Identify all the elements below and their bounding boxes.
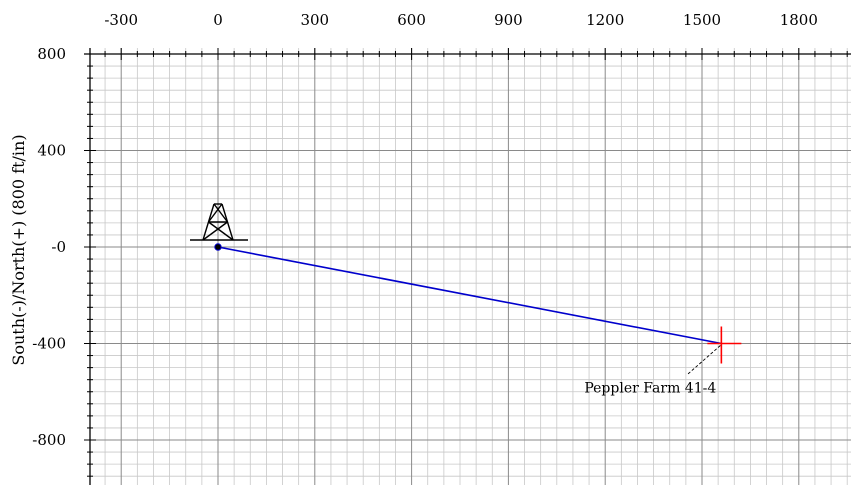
x-tick-label: 300 bbox=[300, 11, 329, 29]
surface-location-dot bbox=[214, 243, 222, 251]
target-label: Peppler Farm 41-4 bbox=[584, 381, 716, 397]
axes bbox=[84, 48, 851, 485]
x-tick-label: 0 bbox=[213, 11, 223, 29]
x-tick-label: -300 bbox=[104, 11, 138, 29]
y-tick-labels: 800 400 -0 -400 -800 bbox=[32, 45, 66, 449]
y-tick-label: 400 bbox=[37, 142, 66, 160]
x-tick-label: 1200 bbox=[586, 11, 624, 29]
major-grid bbox=[90, 48, 851, 485]
x-tick-label: 900 bbox=[494, 11, 523, 29]
drilling-rig-icon bbox=[190, 203, 248, 241]
y-axis-title: South(-)/North(+) (800 ft/in) bbox=[9, 134, 28, 365]
x-tick-label: 1500 bbox=[683, 11, 721, 29]
annotation-leader-line bbox=[687, 345, 721, 375]
well-markers bbox=[190, 203, 742, 364]
x-tick-label: 600 bbox=[397, 11, 426, 29]
y-tick-label: 800 bbox=[37, 45, 66, 63]
y-tick-label: -0 bbox=[51, 238, 66, 256]
y-tick-label: -800 bbox=[32, 431, 66, 449]
minor-grid bbox=[90, 48, 851, 485]
y-tick-label: -400 bbox=[32, 335, 66, 353]
tick-marks bbox=[84, 48, 848, 477]
wellbore-path bbox=[217, 246, 722, 345]
x-tick-label: 1800 bbox=[780, 11, 818, 29]
annotations: Peppler Farm 41-4 bbox=[584, 345, 721, 397]
x-tick-labels: -300 0 300 600 900 1200 1500 1800 bbox=[104, 11, 818, 29]
wellbore-line bbox=[217, 246, 722, 345]
target-crosshair bbox=[707, 326, 742, 364]
